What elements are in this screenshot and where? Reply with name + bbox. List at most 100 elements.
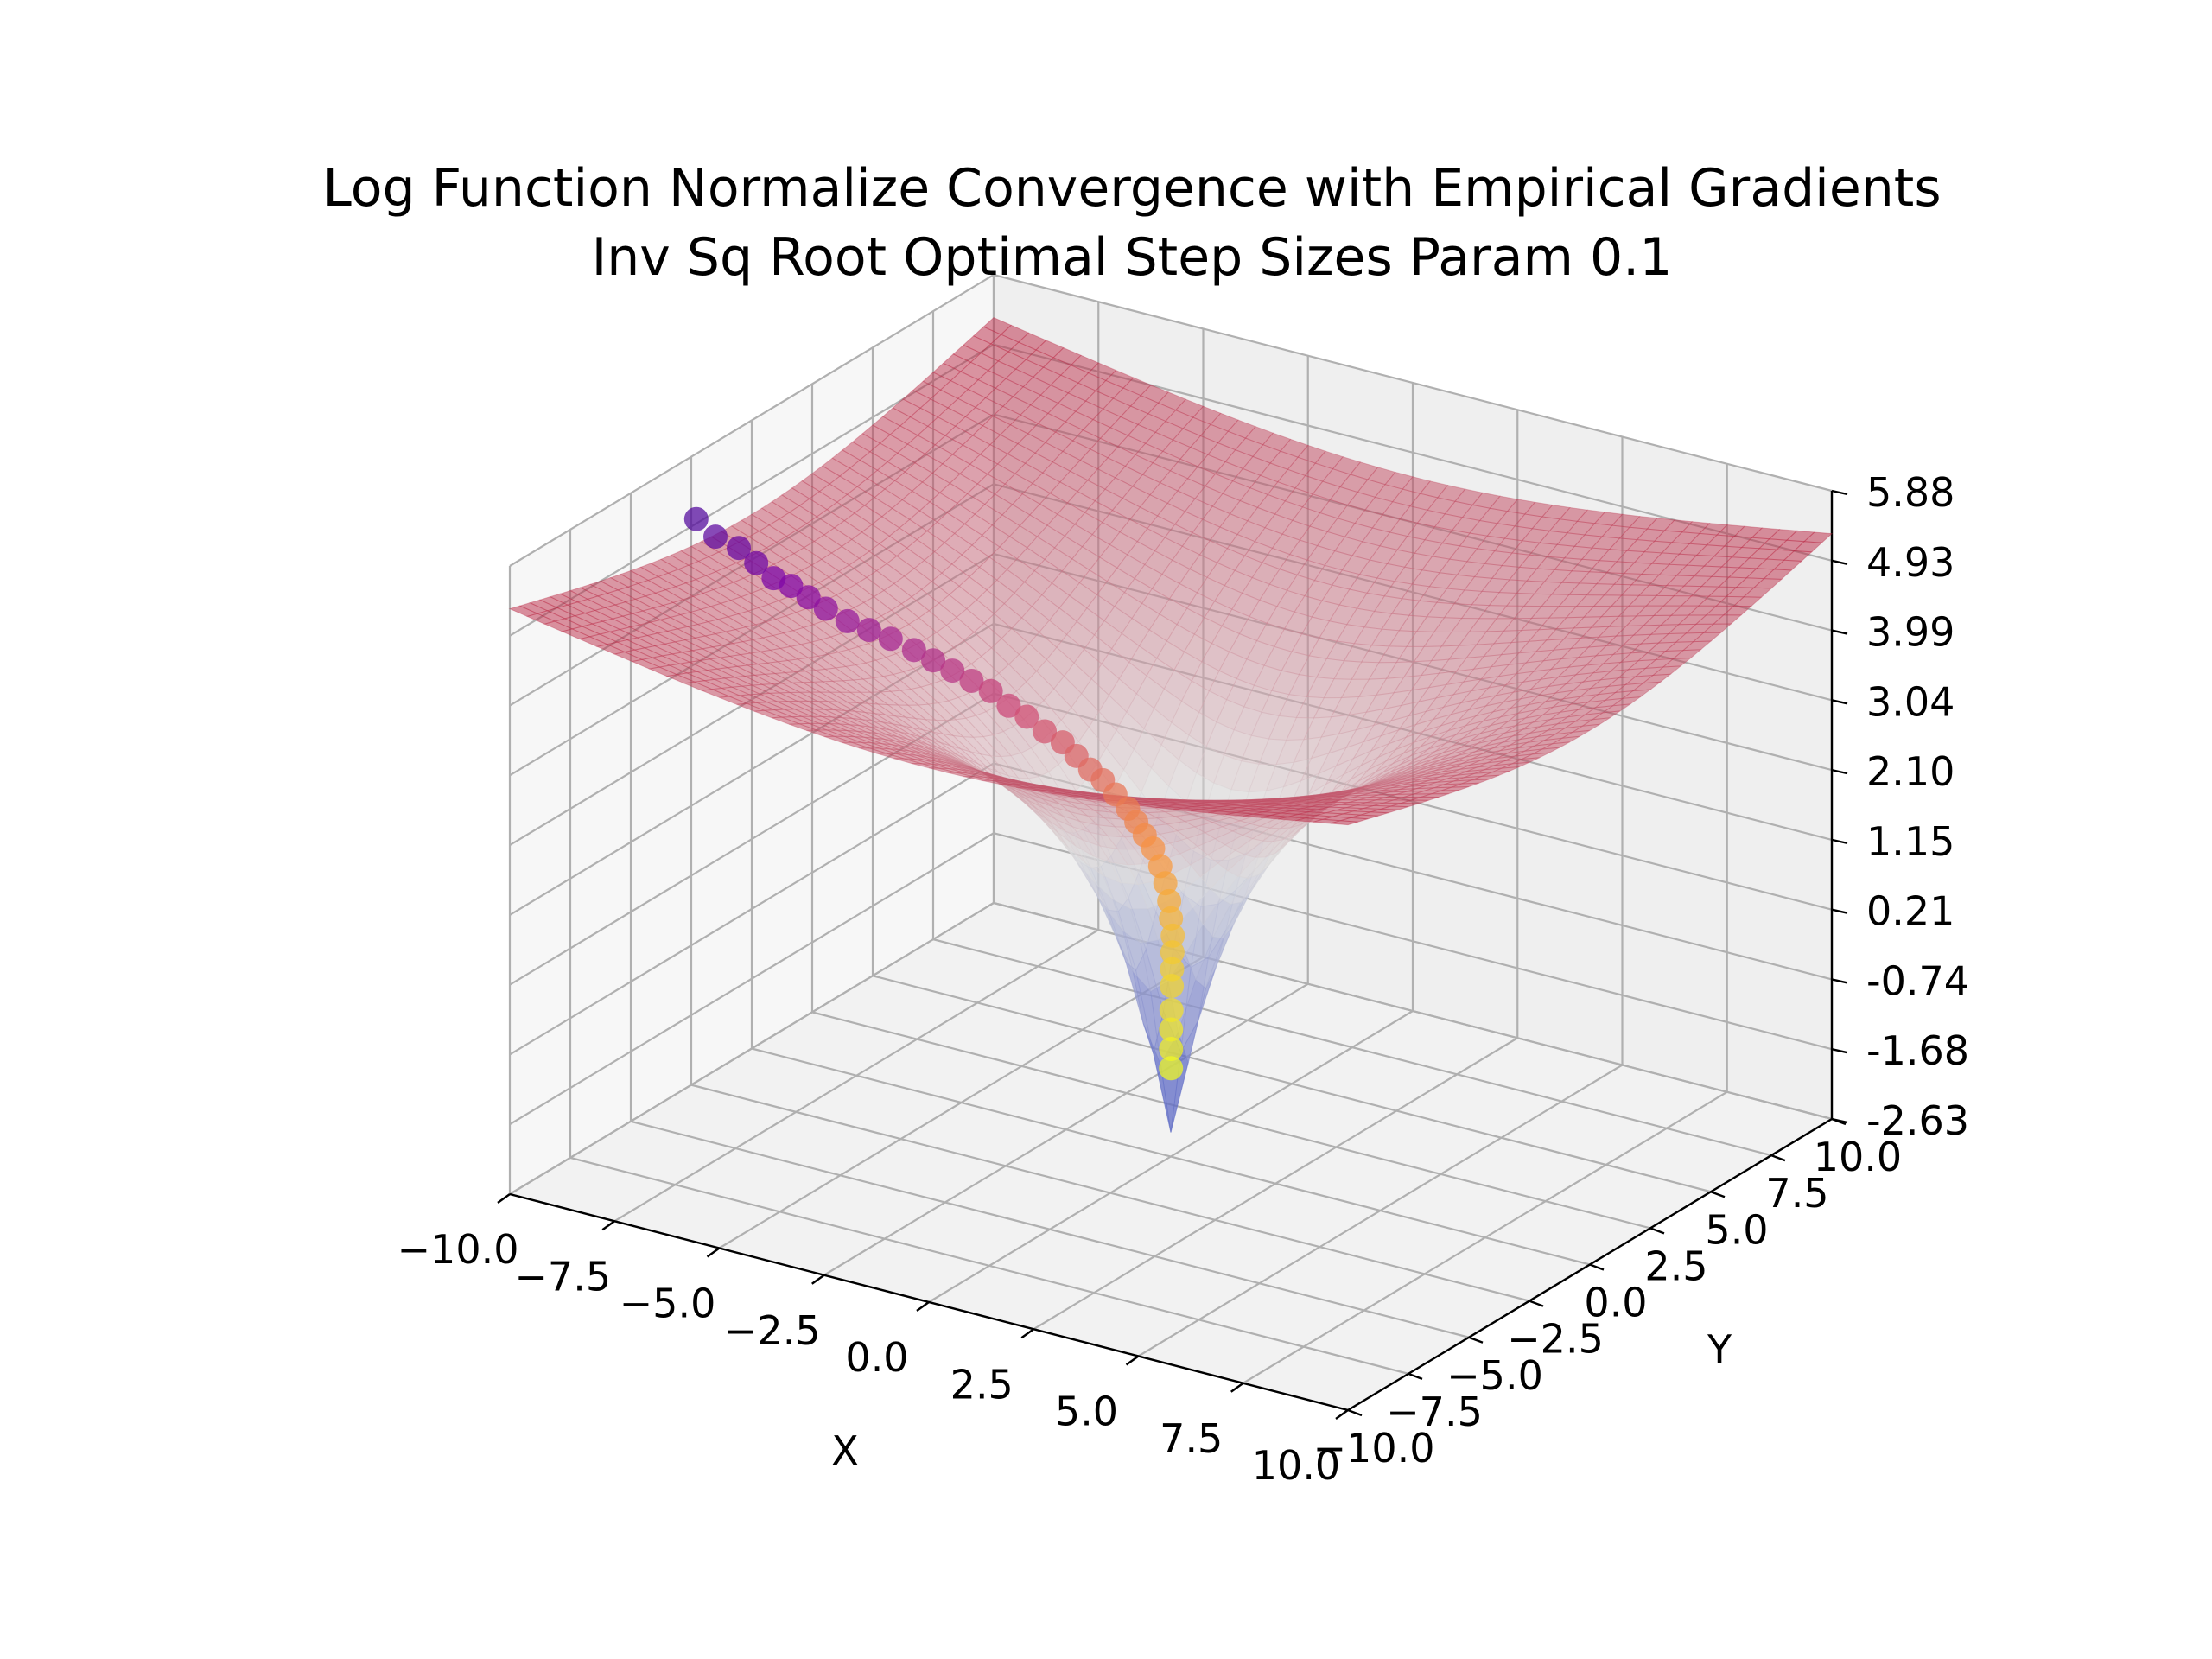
surface-cell [1390, 802, 1419, 808]
surface-cell [1611, 696, 1643, 707]
surface-cell [1360, 811, 1389, 817]
surface-cell [1742, 587, 1773, 598]
trajectory-point [796, 585, 821, 610]
y-tick-mark [1347, 1408, 1363, 1417]
trajectory-point [779, 574, 804, 599]
z-tick-label: -2.63 [1866, 1097, 1969, 1144]
z-tick-label: 3.04 [1866, 678, 1955, 725]
surface-cell [1401, 799, 1429, 804]
trajectory-point [1160, 923, 1185, 948]
surface-cell [1752, 578, 1783, 589]
grid-line-z-left [509, 274, 995, 567]
trajectory-point [996, 693, 1021, 718]
x-tick-mark [1020, 1328, 1034, 1339]
grid-line-y-floor [569, 1156, 1409, 1375]
y-tick-label: 0.0 [1584, 1280, 1647, 1326]
y-tick-label: 10.0 [1814, 1134, 1902, 1180]
y-axis-label: Y [1707, 1326, 1732, 1373]
x-tick-mark [1125, 1355, 1140, 1366]
grid-line-z-back [993, 273, 1833, 493]
grid-line-y-floor [630, 1120, 1470, 1338]
z-tick-mark [1831, 978, 1848, 984]
grid-line-z-left [509, 902, 995, 1195]
z-tick-label: -0.74 [1866, 957, 1969, 1004]
z-tick-mark [1831, 559, 1848, 565]
trajectory-point [1159, 1017, 1184, 1042]
y-tick-label: −2.5 [1507, 1316, 1604, 1363]
x-tick-label: 0.0 [845, 1334, 908, 1381]
surface-cell [1431, 790, 1459, 795]
y-tick-label: −7.5 [1386, 1389, 1483, 1435]
surface-cell [1350, 814, 1379, 820]
surface-cell [1712, 614, 1743, 625]
trajectory-point [1014, 704, 1039, 729]
trajectory-point [683, 506, 709, 531]
z-tick-label: -1.68 [1866, 1027, 1969, 1074]
y-tick-label: 5.0 [1705, 1206, 1768, 1253]
surface-cell [1621, 689, 1652, 699]
trajectory-point [1159, 1037, 1184, 1062]
surface-cell [1732, 596, 1763, 607]
y-tick-mark [1649, 1227, 1665, 1235]
y-tick-label: −5.0 [1446, 1352, 1543, 1399]
x-axis-label: X [831, 1427, 859, 1474]
x-tick-label: 7.5 [1160, 1415, 1223, 1462]
z-tick-label: 1.15 [1866, 818, 1955, 865]
surface-cell [1421, 793, 1449, 798]
y-tick-mark [1468, 1336, 1484, 1344]
surface-cell [1793, 541, 1823, 553]
surface-cell [1340, 817, 1369, 823]
chart-title: Log Function Normalize Convergence with … [322, 158, 1941, 219]
x-tick-mark [916, 1301, 930, 1312]
grid-line-z-left [509, 762, 995, 1056]
y-tick-mark [1589, 1263, 1605, 1271]
x-tick-label: −2.5 [724, 1307, 821, 1354]
surface-cell [1501, 761, 1530, 769]
trajectory-point [1160, 940, 1185, 965]
grid-line-z-left [509, 832, 995, 1126]
surface-cell [1511, 757, 1540, 765]
z-tick-mark [1831, 699, 1848, 705]
y-tick-mark [1770, 1154, 1786, 1162]
trajectory-point [813, 596, 838, 621]
x-tick-mark [601, 1220, 615, 1231]
trajectory-point [703, 524, 728, 550]
surface-cell [1681, 640, 1713, 652]
trajectory-point [921, 648, 946, 673]
x-tick-mark [811, 1274, 825, 1285]
y-tick-label: 7.5 [1765, 1170, 1828, 1217]
z-tick-mark [1831, 908, 1848, 914]
chart-subtitle: Inv Sq Root Optimal Step Sizes Param 0.1 [592, 227, 1673, 288]
tick-labels: −10.0−7.5−5.0−2.50.02.55.07.510.0−10.0−7… [397, 469, 1970, 1489]
grid-line-y-floor [872, 975, 1712, 1193]
y-tick-mark [1710, 1191, 1726, 1198]
trajectory-point [878, 626, 903, 652]
z-tick-mark [1831, 1117, 1848, 1124]
z-tick-label: 5.88 [1866, 469, 1955, 516]
grid-line-y-floor [751, 1047, 1591, 1266]
x-tick-label: −5.0 [620, 1281, 716, 1327]
surface-cell [1330, 820, 1358, 826]
trajectory-point [835, 608, 860, 633]
y-tick-label: −10.0 [1313, 1425, 1435, 1471]
surface-cell [1522, 752, 1550, 760]
x-tick-label: −7.5 [514, 1253, 611, 1300]
grid-line-y-floor [811, 1011, 1651, 1230]
z-tick-label: 4.93 [1866, 539, 1955, 586]
z-tick-label: 2.10 [1866, 748, 1955, 795]
trajectory-point [1033, 719, 1058, 744]
trajectory-point [1160, 957, 1185, 982]
grid-line-y-floor [690, 1084, 1530, 1302]
z-tick-mark [1831, 768, 1848, 775]
y-tick-label: 2.5 [1644, 1243, 1707, 1289]
x-tick-label: 10.0 [1252, 1442, 1340, 1489]
z-tick-mark [1831, 1048, 1848, 1054]
x-tick-mark [497, 1193, 511, 1204]
trajectory-point [856, 618, 881, 643]
surface-cell [1672, 649, 1702, 659]
z-tick-label: 0.21 [1866, 888, 1955, 935]
z-tick-label: 3.99 [1866, 609, 1955, 656]
x-tick-mark [706, 1247, 721, 1258]
x-tick-mark [1230, 1382, 1244, 1393]
